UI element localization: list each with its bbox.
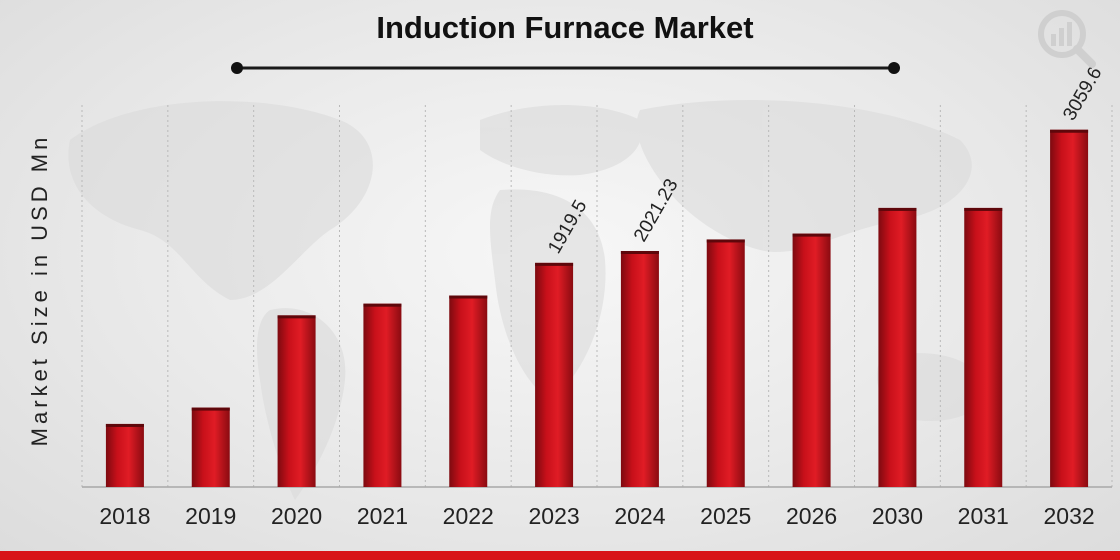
- bar-2019: [191, 407, 230, 487]
- x-tick-label-2023: 2023: [528, 503, 579, 529]
- x-tick-label-2020: 2020: [271, 503, 322, 529]
- bar-top-2030: [878, 207, 917, 211]
- data-label-2023: 1919.5: [544, 197, 591, 258]
- bar-top-2023: [535, 262, 574, 266]
- bar-2020: [277, 315, 316, 487]
- title-underline-left-dot: [231, 62, 243, 74]
- bar-2024: [620, 250, 659, 487]
- x-tick-label-2018: 2018: [99, 503, 150, 529]
- chart-magnifier-logo-icon: [1038, 10, 1096, 68]
- x-tick-label-2032: 2032: [1043, 503, 1094, 529]
- bar-top-2026: [792, 233, 831, 237]
- data-label-2032: 3059.6: [1059, 63, 1106, 124]
- bar-top-2024: [620, 250, 659, 254]
- bar-2031: [964, 207, 1003, 487]
- bar-2022: [449, 295, 488, 487]
- bar-top-2032: [1050, 129, 1089, 133]
- x-tick-label-2024: 2024: [614, 503, 665, 529]
- bar-top-2020: [277, 315, 316, 319]
- data-label-2024: 2021.23: [630, 176, 683, 246]
- bar-top-2021: [363, 303, 402, 307]
- bar-2023: [535, 262, 574, 487]
- x-tick-label-2030: 2030: [872, 503, 923, 529]
- bottom-accent-band: [0, 551, 1120, 560]
- bar-2032: [1050, 129, 1089, 487]
- bar-2030: [878, 207, 917, 487]
- bar-top-2031: [964, 207, 1003, 211]
- bar-2025: [706, 239, 745, 487]
- x-tick-label-2031: 2031: [958, 503, 1009, 529]
- title-underline-right-dot: [888, 62, 900, 74]
- bar-2026: [792, 233, 831, 487]
- x-tick-label-2021: 2021: [357, 503, 408, 529]
- bar-top-2019: [191, 407, 230, 411]
- y-axis-label: Market Size in USD Mn: [27, 133, 52, 447]
- x-tick-label-2025: 2025: [700, 503, 751, 529]
- bar-2021: [363, 303, 402, 487]
- x-tick-label-2026: 2026: [786, 503, 837, 529]
- x-tick-label-2019: 2019: [185, 503, 236, 529]
- bar-top-2022: [449, 295, 488, 299]
- bar-top-2018: [105, 423, 144, 427]
- chart-title: Induction Furnace Market: [376, 10, 754, 45]
- bar-2018: [105, 423, 144, 487]
- bar-top-2025: [706, 239, 745, 243]
- x-tick-label-2022: 2022: [443, 503, 494, 529]
